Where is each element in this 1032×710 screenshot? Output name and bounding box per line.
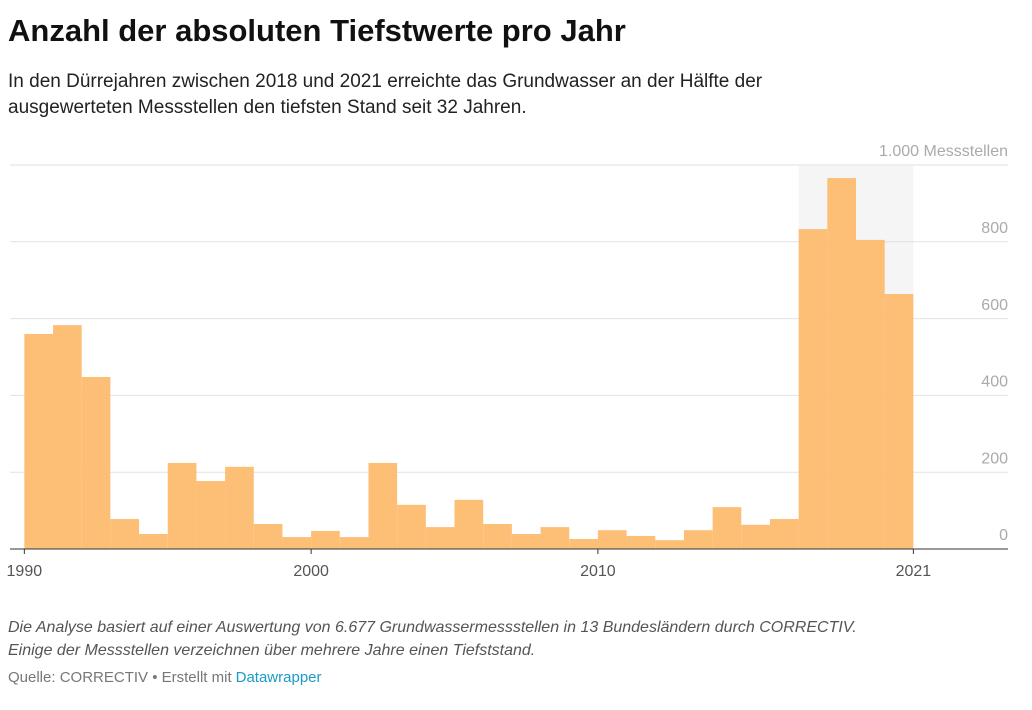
- bar: [24, 333, 54, 549]
- bar: [569, 539, 598, 549]
- bar: [683, 530, 713, 549]
- bar: [53, 325, 82, 549]
- x-tick-label: 1990: [7, 563, 43, 580]
- bar: [856, 239, 885, 549]
- chart-title: Anzahl der absoluten Tiefstwerte pro Jah…: [8, 13, 626, 48]
- bar: [311, 530, 340, 549]
- bar: [712, 507, 742, 549]
- bar: [741, 524, 770, 549]
- bar: [81, 376, 111, 549]
- bar: [397, 504, 426, 549]
- bar: [368, 462, 398, 549]
- bar: [167, 462, 197, 549]
- x-tick-label: 2000: [293, 563, 329, 580]
- bar: [540, 527, 570, 549]
- y-tick-label: 600: [981, 297, 1008, 314]
- bar: [655, 540, 684, 549]
- subtitle: ausgewerteten Messstellen den tiefsten S…: [8, 97, 527, 118]
- note: Einige der Messstellen verzeichnen über …: [8, 642, 535, 659]
- bar: [110, 519, 140, 549]
- y-tick-label: 800: [981, 220, 1008, 237]
- bar: [425, 527, 455, 549]
- credit-link[interactable]: Datawrapper: [236, 669, 322, 686]
- y-tick-label: 1.000 Messstellen: [879, 143, 1008, 160]
- bar: [483, 524, 512, 549]
- bar: [196, 481, 226, 549]
- bar: [597, 530, 627, 549]
- x-tick-label: 2021: [896, 563, 932, 580]
- subtitle: In den Dürrejahren zwischen 2018 und 202…: [8, 71, 763, 92]
- bar: [511, 534, 541, 549]
- bar: [139, 534, 168, 549]
- bar: [454, 499, 484, 549]
- y-tick-label: 200: [981, 450, 1008, 467]
- bar: [884, 294, 914, 549]
- y-tick-label: 400: [981, 374, 1008, 391]
- bar: [626, 535, 656, 549]
- bar: [827, 178, 857, 549]
- bar: [225, 466, 254, 549]
- bar: [339, 537, 369, 549]
- bar: [769, 519, 799, 549]
- note: Die Analyse basiert auf einer Auswertung…: [8, 619, 857, 636]
- bar: [282, 537, 312, 549]
- x-tick-label: 2010: [580, 563, 616, 580]
- source: Quelle: CORRECTIV • Erstellt mit: [8, 669, 232, 686]
- y-tick-label: 0: [999, 527, 1008, 544]
- bar: [253, 524, 283, 549]
- bar: [798, 229, 828, 550]
